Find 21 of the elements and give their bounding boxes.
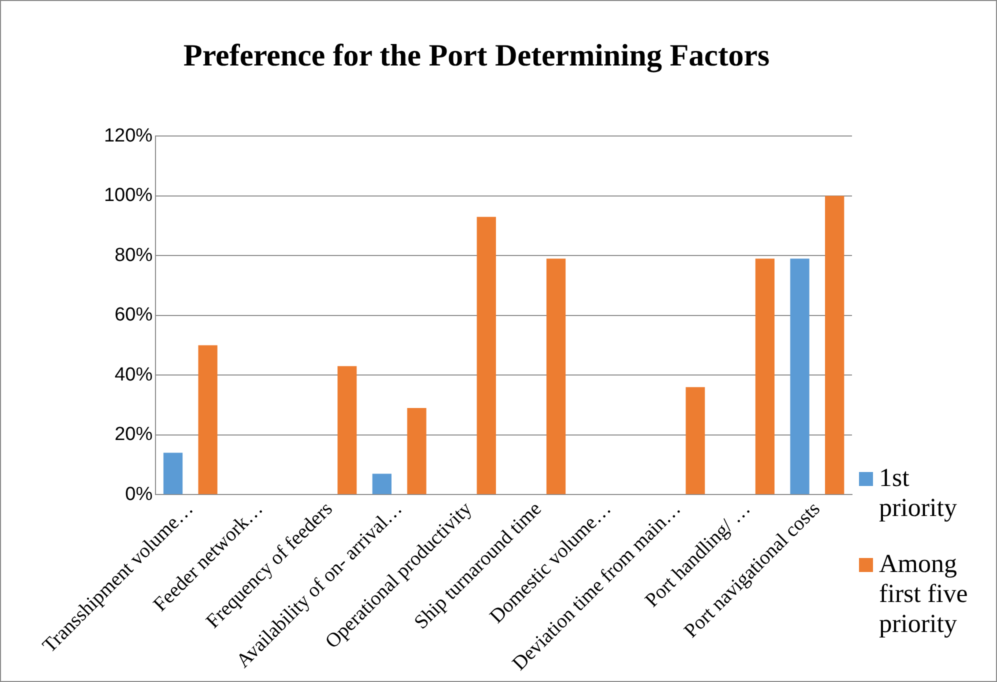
bar (755, 258, 775, 494)
bar (825, 196, 844, 494)
y-tick-label: 20% (114, 424, 153, 446)
y-tick-label: 100% (104, 185, 153, 206)
bar (686, 387, 705, 494)
y-tick-label: 40% (114, 364, 153, 386)
bar (546, 258, 566, 494)
y-tick-label: 120% (104, 125, 153, 146)
bar (790, 258, 810, 494)
bar (407, 408, 426, 494)
chart-title: Preference for the Port Determining Factors (183, 38, 770, 73)
y-tick-label: 80% (114, 244, 153, 266)
bar (476, 216, 496, 494)
bar (163, 452, 183, 494)
bar (198, 345, 218, 494)
bar (338, 366, 357, 494)
bar (372, 474, 392, 494)
legend-label: Among first five priority (879, 549, 969, 639)
y-tick-label: 0% (125, 484, 153, 505)
legend-label: 1st priority (879, 463, 958, 523)
y-tick-label: 60% (114, 304, 153, 326)
